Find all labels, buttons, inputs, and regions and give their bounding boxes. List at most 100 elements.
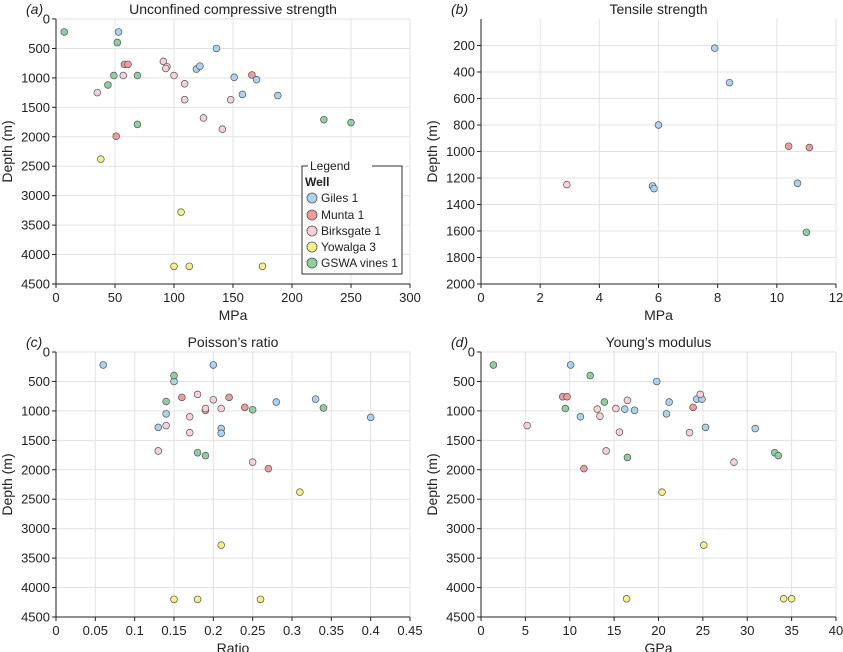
y-tick-label: 800: [453, 118, 475, 133]
x-tick-label: 0.05: [83, 623, 108, 638]
legend-marker-gswa-vines-1: [306, 257, 318, 269]
series-yowalga-3: [170, 488, 304, 604]
data-point: [523, 421, 531, 430]
data-point: [256, 595, 265, 604]
data-point: [701, 423, 710, 432]
x-tick-label: 30: [740, 623, 754, 638]
x-tick-label: 15: [607, 623, 621, 638]
y-tick-label: 3500: [21, 218, 50, 233]
data-point: [311, 395, 320, 403]
data-point: [700, 541, 708, 549]
x-tick-label: 12: [829, 290, 843, 305]
legend-entry: Munta 1: [306, 208, 365, 222]
y-tick-label: 4000: [21, 247, 50, 262]
data-point: [248, 405, 257, 414]
data-point: [319, 404, 328, 412]
data-point: [347, 118, 355, 127]
data-point: [248, 71, 256, 79]
series-birksgate-1: [563, 180, 571, 189]
y-tick-label: 0: [468, 345, 475, 360]
x-tick-label: 0: [52, 290, 59, 305]
data-point: [185, 262, 194, 271]
data-point: [114, 28, 123, 36]
data-point: [685, 428, 694, 437]
y-tick-label: 500: [28, 374, 50, 389]
data-point: [241, 403, 249, 412]
data-point: [258, 262, 267, 271]
x-tick-label: 0: [52, 623, 59, 638]
data-point: [774, 451, 783, 460]
chart-panel: 0 5 10 15 20 25 30 35 40 0 500 1000 1500 2000 2500 3000…: [424, 334, 843, 652]
panel-letter: (a): [26, 1, 43, 17]
data-point: [209, 361, 218, 369]
data-point: [593, 405, 602, 413]
x-tick-label: 10: [563, 623, 577, 638]
x-tick-label: 10: [770, 290, 784, 305]
y-tick-label: 2000: [446, 277, 475, 292]
x-axis-title: Ratio: [217, 640, 250, 652]
data-point: [252, 75, 261, 84]
series-giles-1: [114, 28, 282, 100]
data-point: [650, 184, 658, 193]
data-point: [196, 62, 204, 70]
data-point: [586, 371, 594, 380]
x-tick-label: 0.2: [204, 623, 222, 638]
data-point: [730, 458, 738, 466]
y-axis-title: Depth (m): [0, 120, 15, 182]
x-tick-label: 200: [281, 290, 303, 305]
data-point: [193, 390, 202, 399]
data-point: [248, 458, 257, 466]
data-point: [563, 393, 571, 401]
data-point: [621, 405, 629, 413]
x-tick-label: 0.15: [161, 623, 186, 638]
y-tick-label: 1200: [446, 171, 475, 186]
data-point: [193, 595, 202, 604]
y-tick-label: 1000: [446, 403, 475, 418]
series-giles-1: [566, 361, 759, 433]
data-point: [802, 228, 811, 237]
legend: Legend Well Giles 1 Munta 1 Birksgate 1 …: [301, 159, 403, 275]
data-point: [793, 179, 802, 188]
data-point: [612, 404, 620, 413]
data-point: [162, 410, 170, 418]
legend-label-munta-1: Munta 1: [321, 208, 365, 222]
x-tick-label: 50: [108, 290, 122, 305]
y-tick-label: 2500: [21, 492, 50, 507]
legend-entry: GSWA vines 1: [306, 256, 398, 270]
x-tick-label: 5: [522, 623, 529, 638]
y-tick-label: 600: [453, 91, 475, 106]
y-tick-label: 1000: [21, 403, 50, 418]
legend-entry: Giles 1: [306, 191, 359, 205]
series-gswa-vines-1: [60, 28, 355, 129]
legend-marker-munta-1: [306, 209, 318, 221]
y-tick-label: 1600: [446, 224, 475, 239]
data-point: [217, 429, 225, 438]
series-gswa-vines-1: [162, 371, 328, 460]
data-point: [159, 57, 168, 66]
data-point: [99, 361, 107, 369]
data-point: [93, 88, 102, 97]
data-point: [110, 71, 118, 80]
data-point: [60, 28, 69, 36]
x-tick-label: 0.25: [240, 623, 265, 638]
chart-title: Unconfined compressive strength: [129, 1, 337, 17]
x-tick-label: 2: [537, 290, 544, 305]
data-point: [658, 488, 666, 496]
x-tick-label: 0.1: [126, 623, 144, 638]
y-tick-label: 2500: [21, 159, 50, 174]
y-tick-label: 1000: [21, 70, 50, 85]
data-point: [178, 393, 186, 402]
data-point: [272, 398, 281, 406]
data-point: [320, 115, 328, 124]
y-tick-label: 2000: [21, 129, 50, 144]
data-point: [665, 398, 673, 406]
series-yowalga-3: [97, 155, 267, 271]
data-point: [112, 132, 120, 140]
data-point: [563, 180, 571, 189]
legend-subtitle: Well: [305, 175, 329, 189]
data-point: [623, 396, 632, 405]
legend-label-gswa-vines-1: GSWA vines 1: [321, 256, 398, 270]
data-point: [238, 90, 247, 99]
